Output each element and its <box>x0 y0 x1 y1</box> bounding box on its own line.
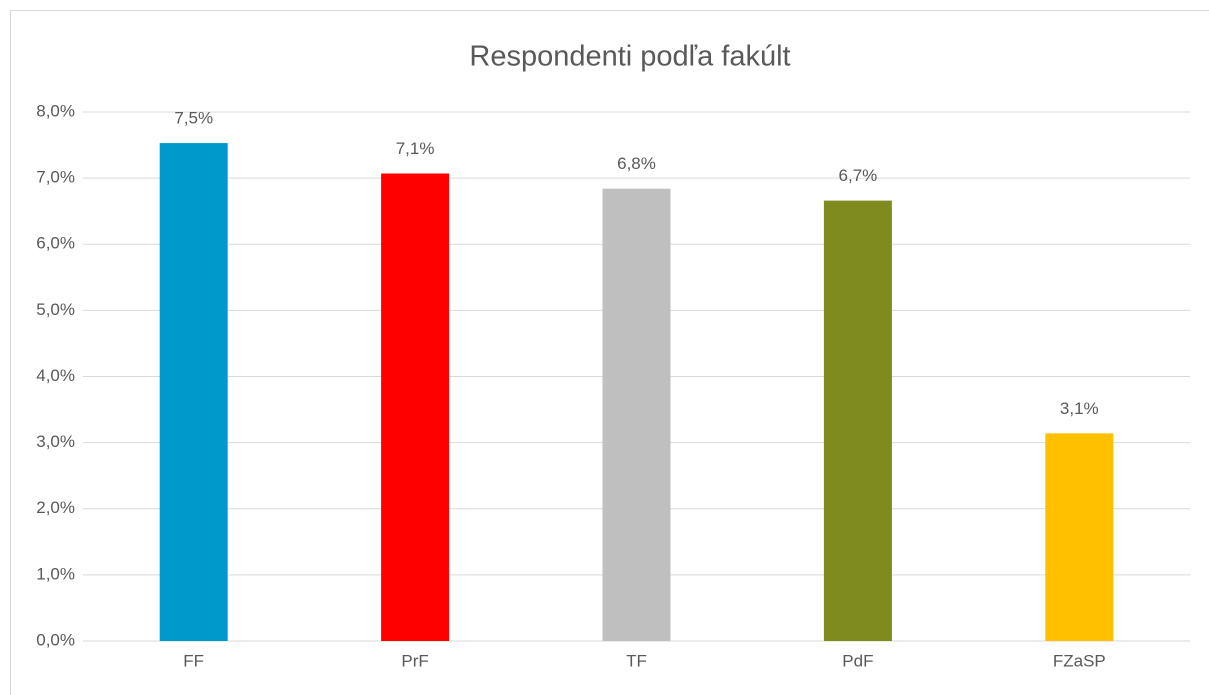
value-label: 7,5% <box>174 109 213 128</box>
x-tick-label: TF <box>626 651 647 670</box>
bar <box>602 188 671 641</box>
x-tick-label: FZaSP <box>1053 651 1106 670</box>
y-tick-label: 6,0% <box>36 234 75 253</box>
bar <box>1045 433 1114 641</box>
x-tick-label: PrF <box>401 651 428 670</box>
x-tick-label: FF <box>183 651 204 670</box>
value-label: 3,1% <box>1060 399 1099 418</box>
value-label: 7,1% <box>396 139 435 158</box>
value-label: 6,7% <box>839 166 878 185</box>
y-tick-label: 3,0% <box>36 432 75 451</box>
y-tick-label: 5,0% <box>36 300 75 319</box>
bar <box>159 143 228 642</box>
y-tick-label: 1,0% <box>36 564 75 583</box>
y-tick-label: 7,0% <box>36 168 75 187</box>
y-tick-label: 4,0% <box>36 366 75 385</box>
y-tick-label: 2,0% <box>36 498 75 517</box>
y-tick-label: 8,0% <box>36 101 75 120</box>
bar <box>823 200 892 642</box>
chart-title: Respondenti podľa fakúlt <box>469 41 790 73</box>
value-label: 6,8% <box>617 154 656 173</box>
y-tick-label: 0,0% <box>36 630 75 649</box>
bar <box>381 173 450 641</box>
x-tick-label: PdF <box>842 651 873 670</box>
